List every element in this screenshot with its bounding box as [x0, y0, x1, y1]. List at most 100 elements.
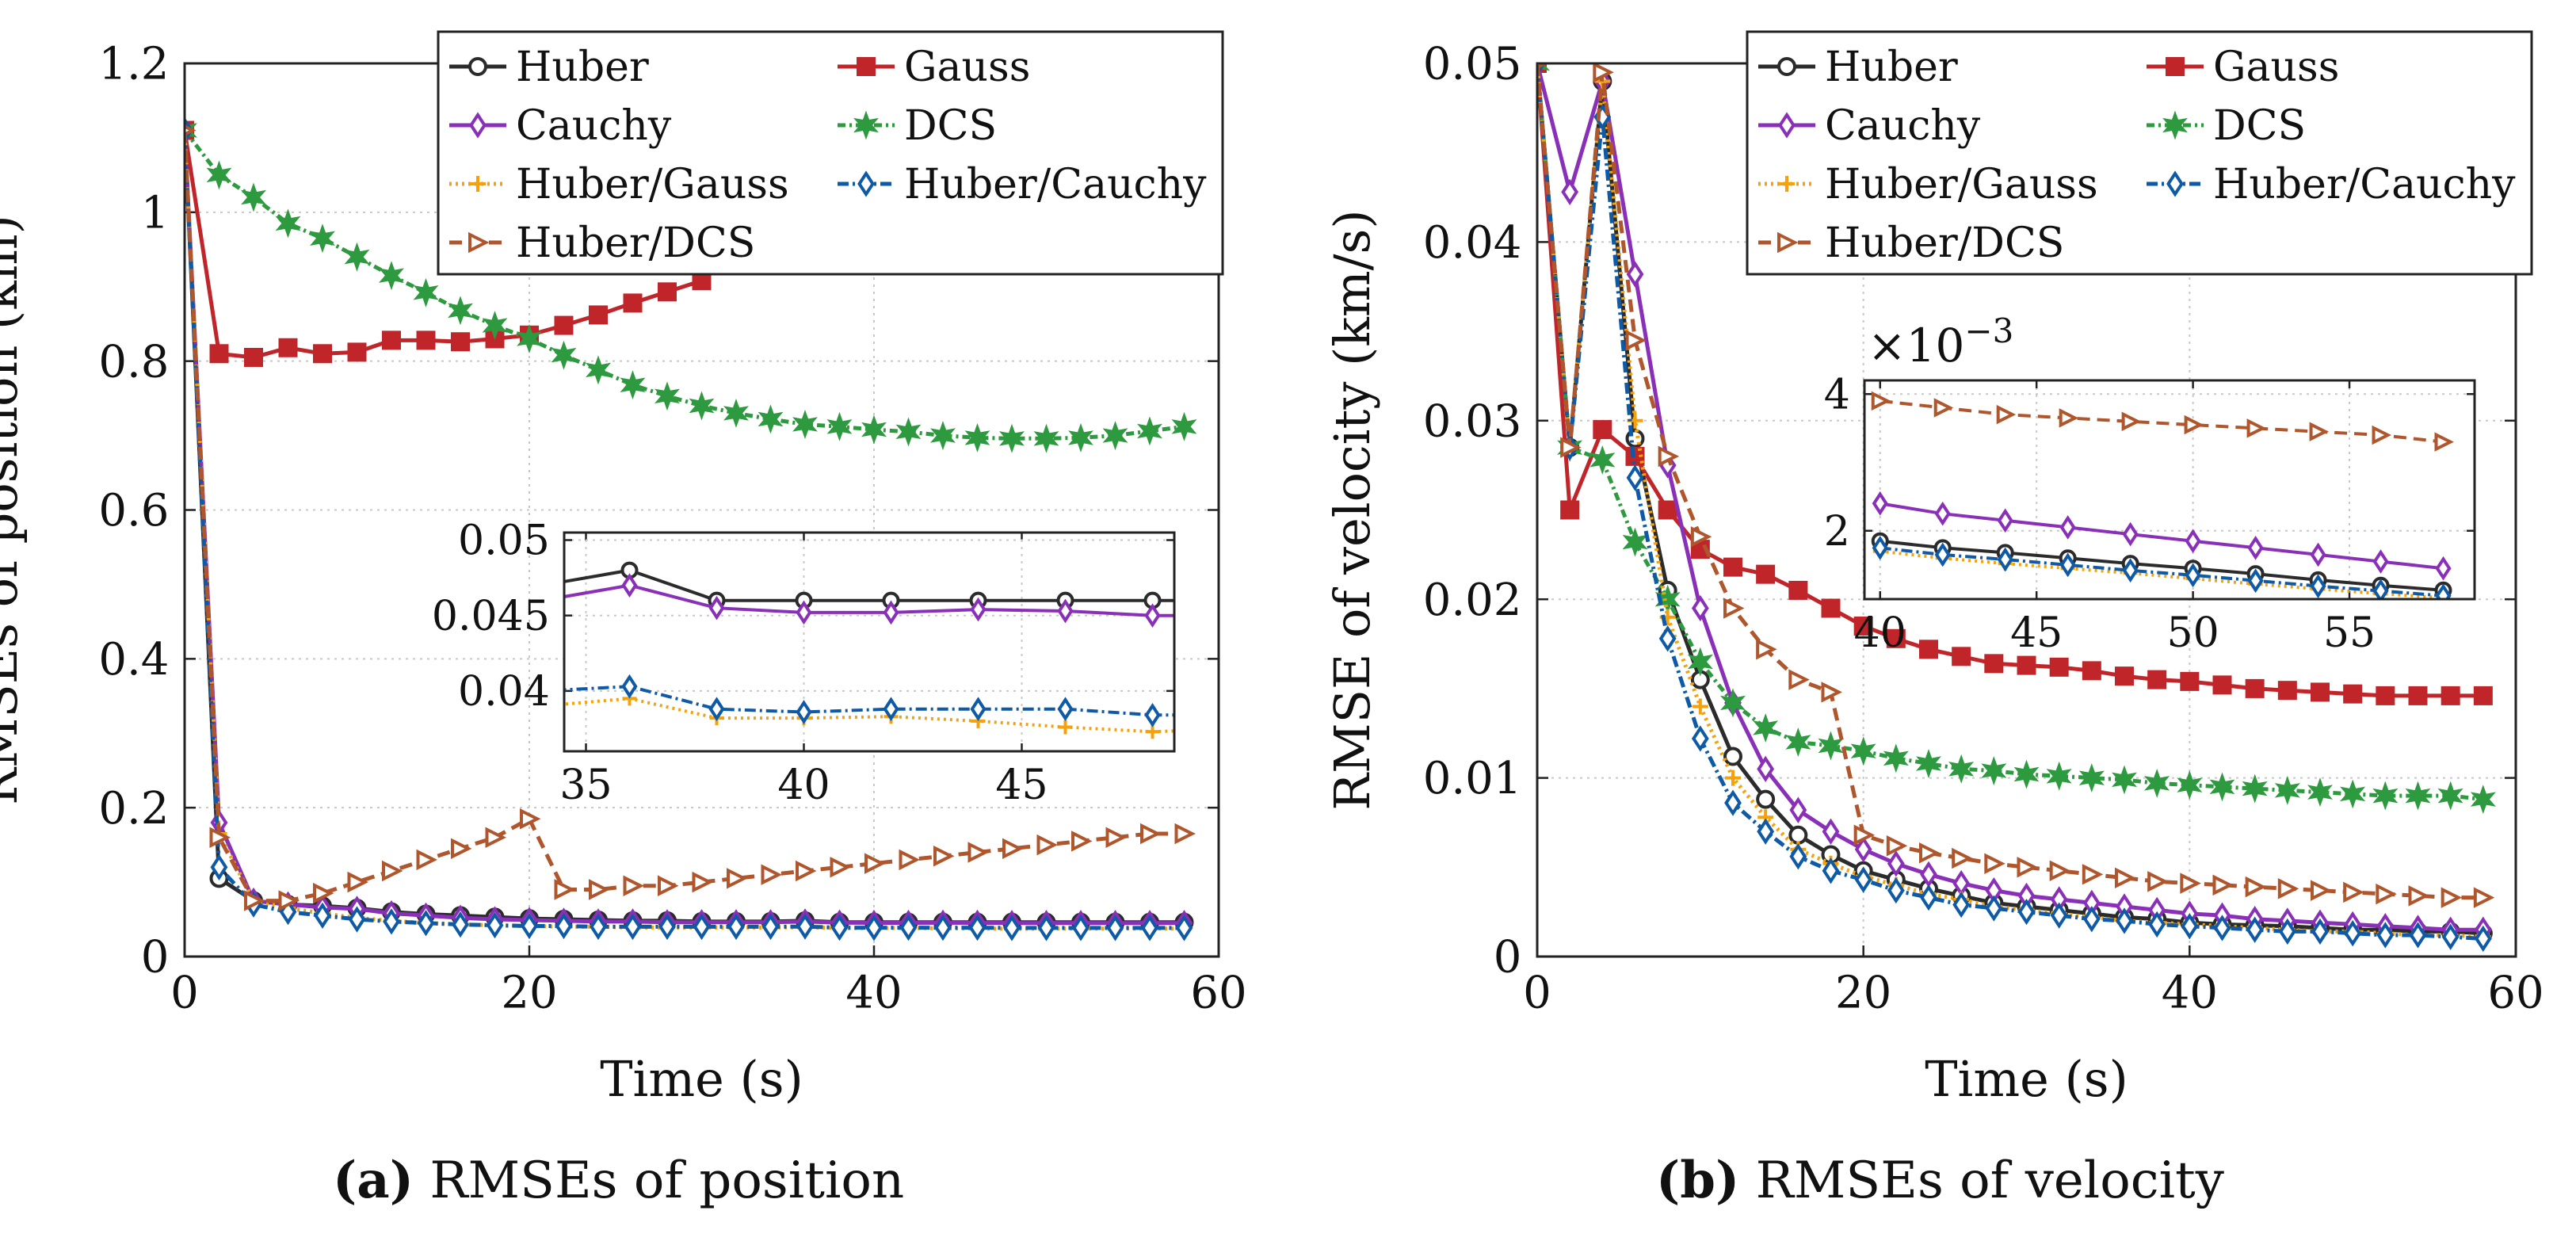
point-cauchy: [1561, 178, 1579, 205]
series-line-huber-cauchy: [1880, 546, 2444, 598]
point-huber-cauchy: [2050, 902, 2068, 929]
point-gauss: [313, 344, 332, 364]
legend-b-box: [1746, 30, 2533, 276]
point-cauchy: [1144, 603, 1161, 628]
point-cauchy: [2247, 535, 2264, 560]
point-dcs: [1687, 647, 1713, 677]
point-huber-dcs: [1871, 391, 1891, 411]
point-huber-cauchy: [2278, 918, 2296, 945]
point-huber: [100, 548, 114, 563]
point-huber-cauchy: [708, 697, 725, 722]
legend-marker-huber-cauchy: [2166, 170, 2184, 197]
point-huber-dcs: [382, 860, 403, 882]
point-cauchy: [1872, 491, 1888, 516]
point-dcs: [2112, 765, 2138, 795]
point-huber-cauchy: [1952, 891, 1971, 918]
point-dcs: [1720, 688, 1746, 718]
point-dcs: [2372, 781, 2399, 811]
point-dcs: [1948, 754, 1975, 784]
inset-b-x-tick-label: 50: [2167, 609, 2219, 657]
point-huber-cauchy: [830, 914, 849, 941]
point-huber-dcs: [2473, 887, 2495, 908]
point-huber-dcs: [2115, 867, 2136, 889]
point-huber-dcs: [2277, 878, 2299, 899]
legend-label-cauchy: Cauchy: [1825, 102, 1981, 150]
point-gauss: [1560, 500, 1580, 520]
plot-a-y-tick-label: 0: [141, 932, 170, 983]
point-huber-cauchy: [2247, 568, 2264, 594]
point-huber-gauss: [1233, 721, 1247, 735]
point-dcs: [723, 398, 749, 428]
point-huber: [1233, 594, 1247, 608]
point-huber-dcs: [1071, 831, 1093, 852]
point-huber-cauchy: [2409, 922, 2427, 949]
point-cauchy: [883, 600, 899, 625]
point-gauss: [623, 293, 643, 313]
plot-a-y-axis-label: RMSEs of position (km): [0, 215, 29, 805]
point-huber-gauss: [100, 684, 114, 698]
point-huber-cauchy: [348, 906, 366, 933]
point-dcs: [1785, 727, 1811, 757]
point-cauchy: [796, 600, 812, 625]
plot-b-x-tick-label: 0: [1523, 967, 1551, 1018]
point-huber-dcs: [1560, 437, 1582, 458]
point-dcs: [2078, 763, 2105, 793]
point-cauchy: [2310, 542, 2326, 567]
legend-a: Huber Gauss Cauchy DCS Huber/Gauss Huber/Cauc…: [437, 30, 1224, 276]
point-gauss: [1788, 580, 1808, 600]
point-gauss: [658, 282, 677, 302]
point-gauss: [2212, 675, 2232, 695]
point-huber-cauchy: [486, 911, 504, 939]
point-huber-dcs: [2343, 881, 2364, 903]
legend-b: Huber Gauss Cauchy DCS Huber/Gauss Huber/Cauc…: [1746, 30, 2533, 276]
point-huber-cauchy: [2376, 922, 2395, 949]
point-huber-dcs: [761, 864, 782, 885]
point-huber-dcs: [520, 808, 541, 830]
caption-b-letter: (b): [1656, 1151, 1740, 1210]
plot-a-y-tick-label: 0.4: [98, 634, 169, 686]
point-dcs: [517, 324, 542, 353]
point-huber-dcs: [1625, 330, 1647, 351]
point-dcs: [2046, 761, 2072, 791]
point-huber-cauchy: [1854, 866, 1872, 893]
point-huber-cauchy: [621, 674, 638, 699]
point-cauchy: [708, 595, 725, 621]
point-huber-dcs: [2311, 880, 2332, 901]
point-dcs: [2144, 768, 2170, 798]
point-huber-cauchy: [383, 908, 400, 935]
point-huber-cauchy: [1887, 876, 1905, 904]
point-huber-cauchy: [2017, 898, 2036, 926]
point-huber-cauchy: [1985, 895, 2003, 922]
point-huber-dcs: [185, 124, 197, 136]
point-huber-dcs: [1690, 526, 1712, 548]
point-cauchy: [2059, 515, 2076, 540]
point-huber-dcs: [1853, 824, 1876, 846]
point-dcs: [379, 261, 405, 291]
point-cauchy: [970, 597, 987, 622]
point-huber-cauchy: [1495, 706, 1507, 724]
point-huber-dcs: [2180, 873, 2201, 894]
point-dcs: [241, 182, 267, 212]
point-huber-cauchy: [2441, 923, 2460, 950]
legend-label-huber-dcs: Huber/DCS: [516, 220, 755, 267]
point-cauchy: [1234, 606, 1246, 624]
point-gauss: [1658, 500, 1677, 520]
point-huber-cauchy: [417, 910, 435, 937]
caption-a: (a) RMSEs of position: [333, 1151, 904, 1210]
inset-a-x-tick-label: 35: [559, 762, 612, 809]
plot-b-y-tick-label: 0.02: [1423, 575, 1522, 626]
point-cauchy: [2185, 529, 2201, 554]
point-huber-dcs: [1821, 682, 1842, 703]
plot-a-y-tick-label: 0.6: [98, 485, 169, 537]
point-dcs: [930, 421, 956, 451]
point-huber-dcs: [2376, 883, 2397, 905]
point-huber-dcs: [1933, 398, 1954, 418]
point-huber-cauchy: [727, 913, 745, 941]
inset-a-y-tick-label: 0.045: [432, 593, 550, 640]
point-gauss: [1723, 557, 1742, 577]
legend-a-box: [437, 30, 1224, 276]
point-huber-cauchy: [1234, 706, 1246, 724]
inset-b-x-tick-label: 40: [1854, 609, 1906, 657]
point-huber-cauchy: [2435, 583, 2452, 599]
point-gauss: [1952, 647, 1971, 666]
